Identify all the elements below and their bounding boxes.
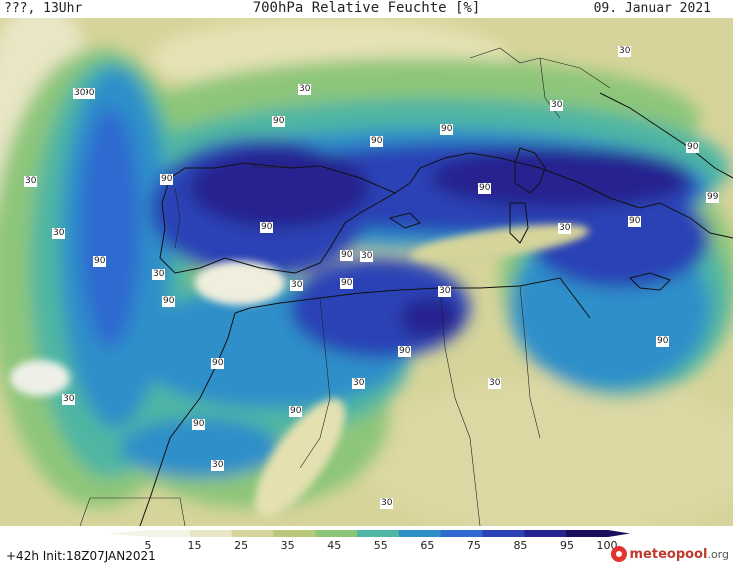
contour-label: 30 [62,394,76,405]
contour-label: 90 [162,296,176,307]
colorbar-arrow-left [108,530,148,537]
colorbar-tick-label: 85 [513,539,528,552]
colorbar [108,530,630,537]
colorbar-tick-label: 45 [327,539,342,552]
contour-label: 30 [550,100,564,111]
contour-label: 90 [289,406,303,417]
colorbar-tick-label: 65 [420,539,435,552]
contour-label: 90 [478,183,492,194]
logo-icon [610,546,627,562]
contour-label: 30 [211,460,225,471]
colorbar-tick-label: 5 [144,539,152,552]
contour-label: 90 [260,222,274,233]
contour-label: 30 [558,223,572,234]
contour-label: 30 [488,378,502,389]
contour-label: 30 [52,228,66,239]
contour-label: 90 [211,358,225,369]
humidity-map: 90 30 30 90 30 30 90 90 90 30 90 90 90 9… [0,18,733,526]
contour-label: 90 [686,142,700,153]
contour-label: 30 [352,378,366,389]
borders [79,47,611,526]
contour-label: 90 [440,124,454,135]
colorbar-arrow-right [608,530,630,537]
colorbar-swatch [482,530,525,537]
contour-label: 30 [73,88,87,99]
colorbar-tick-label: 15 [187,539,202,552]
contour-label: 90 [340,250,354,261]
colorbar-swatch [231,530,274,537]
logo-text: meteopool.org [629,546,730,562]
map-title: 700hPa Relative Feuchte [%] [252,0,481,16]
colorbar-tick-label: 95 [560,539,574,552]
run-info: +42h Init:18Z07JAN2021 [6,549,156,563]
colorbar-tick-label: 35 [280,539,295,552]
humidity-field [0,18,733,526]
meteopool-logo[interactable]: meteopool.org [610,546,730,562]
map-canvas [0,18,733,526]
colorbar-swatch [566,530,609,537]
contour-label: 30 [152,269,166,280]
coastlines [139,92,733,526]
contour-label: 90 [82,88,96,99]
valid-time-label: ???, 13Uhr [4,1,83,16]
date-label: 09. Januar 2021 [593,1,711,16]
contour-label: 99 [706,192,720,203]
contour-label: 90 [398,346,412,357]
colorbar-tick-label: 55 [373,539,388,552]
colorbar-swatch [357,530,400,537]
contour-label: 90 [628,216,642,227]
colorbar-tick-label: 25 [234,539,249,552]
colorbar-swatch [398,530,442,537]
contour-label: 30 [438,286,452,297]
colorbar-swatch [524,530,567,537]
header: ???, 13Uhr 700hPa Relative Feuchte [%] 0… [0,0,733,18]
colorbar-swatch [148,530,191,537]
colorbar-swatch [440,530,484,537]
contour-label: 90 [370,136,384,147]
contour-label: 30 [360,251,374,262]
contour-label: 90 [192,419,206,430]
contour-label: 90 [93,256,107,267]
contour-label: 90 [340,278,354,289]
contour-label: 90 [160,174,174,185]
footer: 5 15 25 35 45 55 65 75 85 95 100 +42h Init:18Z07JA… [0,526,733,566]
contour-label: 90 [272,116,286,127]
colorbar-swatch [189,530,233,537]
colorbar-swatch [315,530,358,537]
contour-label: 30 [618,46,632,57]
contour-label: 30 [380,498,394,509]
colorbar-swatch [273,530,316,537]
contour-label: 30 [24,176,38,187]
colorbar-swatches [108,530,630,537]
contour-label: 90 [656,336,670,347]
contour-label: 30 [290,280,304,291]
colorbar-tick-label: 75 [466,539,481,552]
contour-label: 30 [298,84,312,95]
